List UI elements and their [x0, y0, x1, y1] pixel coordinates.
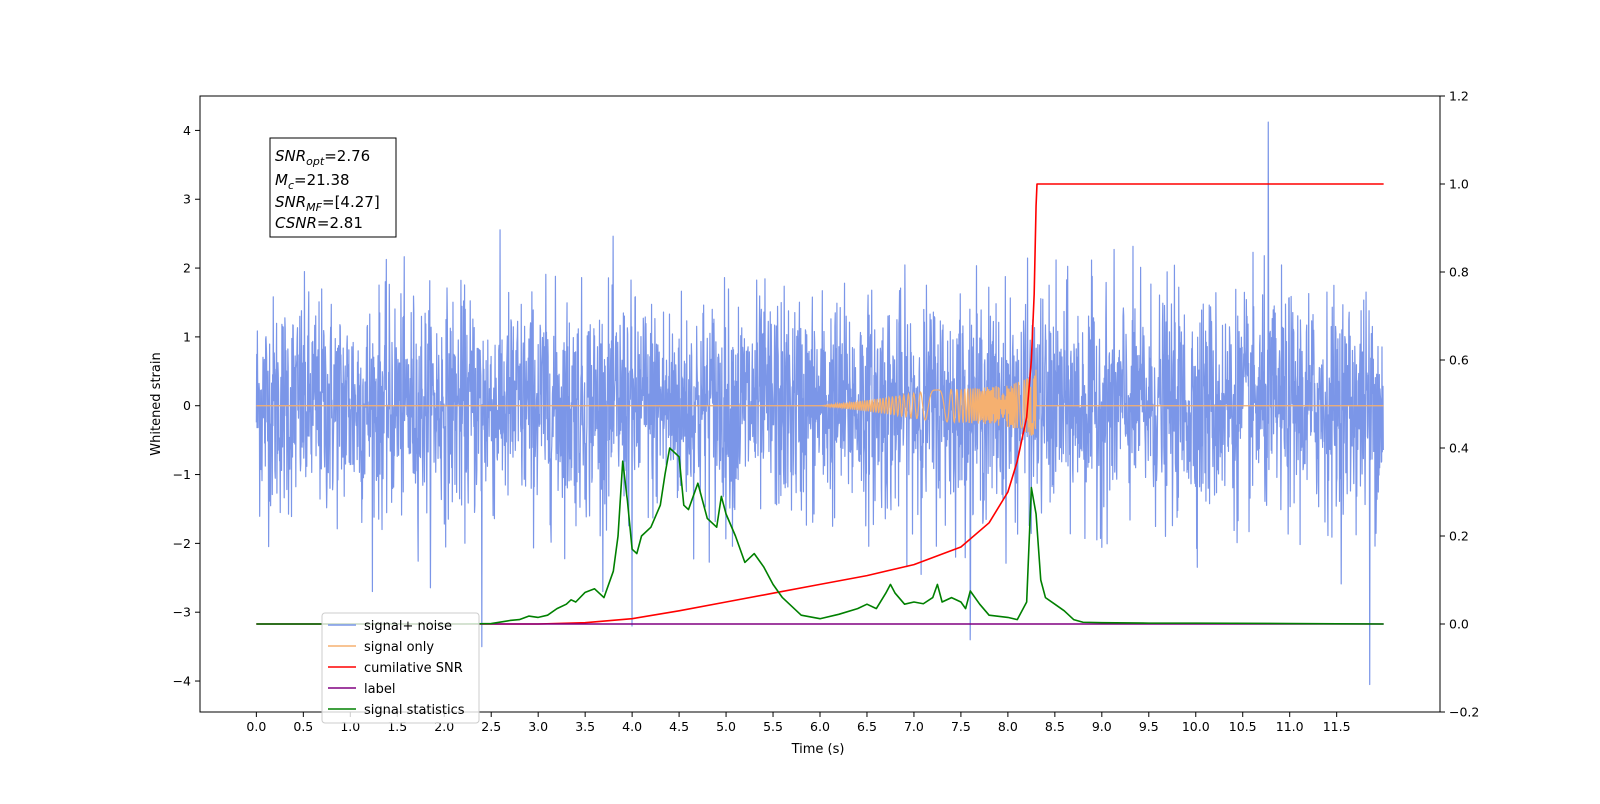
x-tick-label: 6.5	[857, 719, 877, 734]
x-tick-label: 3.5	[575, 719, 595, 734]
legend-item-label: label	[328, 682, 395, 697]
right-tick-label: 0.6	[1449, 353, 1469, 368]
right-tick-label: 0.0	[1449, 617, 1469, 632]
right-tick-label: −0.2	[1449, 705, 1479, 720]
y-tick-label: 4	[183, 123, 191, 138]
right-tick-label: 0.4	[1449, 441, 1469, 456]
x-tick-label: 9.0	[1092, 719, 1112, 734]
right-tick-label: 0.8	[1449, 265, 1469, 280]
x-tick-label: 11.5	[1323, 719, 1351, 734]
x-tick-label: 0.5	[293, 719, 313, 734]
signal-noise-series	[255, 121, 1384, 686]
x-tick-label: 10.5	[1229, 719, 1257, 734]
x-tick-label: 8.0	[998, 719, 1018, 734]
annotation-snr-mf: SNRMF=[4.27]	[275, 193, 380, 214]
legend-label: signal+ noise	[364, 619, 452, 634]
x-tick-label: 6.0	[810, 719, 830, 734]
y-tick-label: 2	[183, 261, 191, 276]
right-tick-label: 1.2	[1449, 89, 1469, 104]
legend-label: label	[364, 682, 395, 697]
y-tick-label: 3	[183, 192, 191, 207]
right-axis-ticks: 1.2 1.0 0.8 0.6 0.4 0.2 0.0 −0.2	[1440, 89, 1479, 720]
x-tick-label: 0.0	[246, 719, 266, 734]
x-tick-label: 5.0	[716, 719, 736, 734]
x-tick-label: 7.0	[904, 719, 924, 734]
signal-noise-line	[255, 121, 1384, 686]
y-tick-label: −2	[173, 536, 191, 551]
y-tick-label: 0	[183, 398, 191, 413]
annotation-mc: Mc=21.38	[275, 171, 350, 192]
x-axis-ticks: 0.0 0.5 1.0 1.5 2.0 2.5 3.0 3.5 4.0 4.5 5.0 5.5 6.0 6…	[246, 712, 1351, 734]
legend: signal+ noise signal only cumilative SNR…	[321, 612, 480, 724]
legend-item-signal-only: signal only	[328, 640, 434, 655]
x-tick-label: 9.5	[1139, 719, 1159, 734]
signal-only-series	[256, 369, 1384, 436]
legend-label: signal statistics	[364, 703, 465, 718]
right-tick-label: 1.0	[1449, 177, 1469, 192]
cumulative-snr-series	[256, 183, 1384, 625]
x-tick-label: 3.0	[528, 719, 548, 734]
legend-item-signal-noise: signal+ noise	[328, 619, 452, 634]
x-tick-label: 5.5	[763, 719, 783, 734]
legend-label: cumilative SNR	[364, 661, 463, 676]
x-tick-label: 4.5	[669, 719, 689, 734]
y-tick-label: −3	[173, 605, 191, 620]
y-tick-label: 1	[183, 329, 191, 344]
right-tick-label: 0.2	[1449, 529, 1469, 544]
y-axis-ticks: 4 3 2 1 0 −1 −2 −3 −4	[173, 123, 200, 689]
y-axis-label: Whitened strain	[149, 352, 164, 455]
legend-item-signal-statistics: signal statistics	[328, 703, 465, 718]
x-tick-label: 10.0	[1182, 719, 1210, 734]
signal-only-line	[256, 369, 1384, 436]
annotation-border	[269, 137, 397, 238]
signal-statistics-line	[256, 447, 1384, 625]
legend-frame	[321, 612, 480, 724]
x-axis-label: Time (s)	[791, 742, 845, 757]
legend-item-cumulative-snr: cumilative SNR	[328, 661, 463, 676]
annotation-snr-opt: SNRopt=2.76	[275, 147, 370, 168]
signal-statistics-series	[256, 447, 1384, 625]
x-tick-label: 8.5	[1045, 719, 1065, 734]
annotation-csnr: CSNR=2.81	[275, 214, 363, 232]
x-tick-label: 7.5	[951, 719, 971, 734]
x-tick-label: 4.0	[622, 719, 642, 734]
cumulative-snr-line	[256, 183, 1384, 625]
y-tick-label: −4	[173, 674, 191, 689]
y-tick-label: −1	[173, 467, 191, 482]
legend-label: signal only	[364, 640, 434, 655]
metrics-annotation-box: SNRopt=2.76 Mc=21.38 SNRMF=[4.27] CSNR=2…	[269, 137, 397, 238]
x-tick-label: 2.5	[481, 719, 501, 734]
x-tick-label: 11.0	[1276, 719, 1304, 734]
